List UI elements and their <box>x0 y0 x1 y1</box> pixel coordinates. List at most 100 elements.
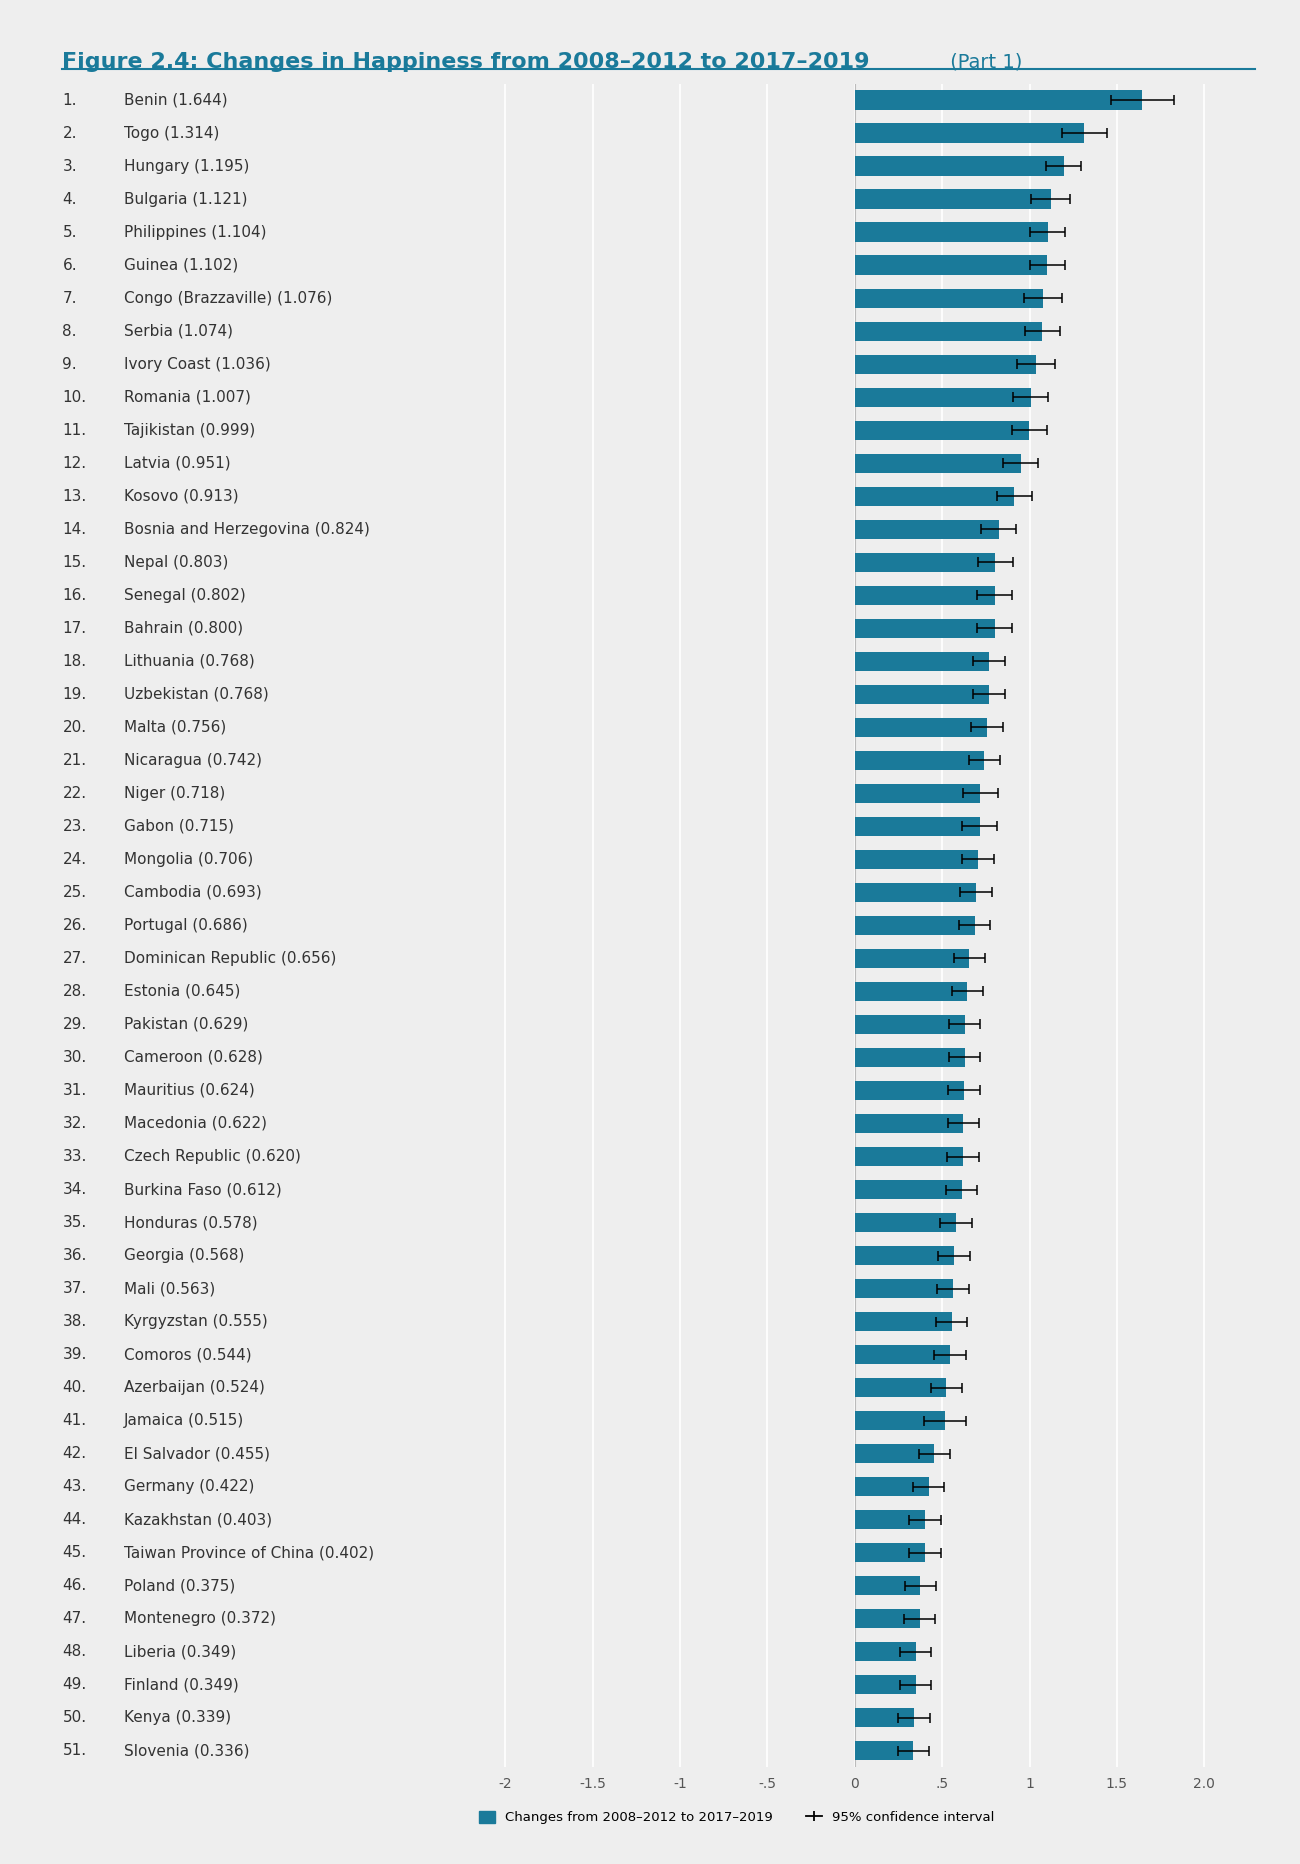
Bar <box>855 1279 953 1299</box>
Bar <box>855 388 1031 408</box>
Text: Honduras (0.578): Honduras (0.578) <box>124 1215 257 1230</box>
Text: 44.: 44. <box>62 1512 87 1527</box>
Bar <box>855 321 1043 341</box>
Bar <box>855 453 1021 473</box>
Text: 34.: 34. <box>62 1182 87 1197</box>
Bar <box>855 1674 915 1694</box>
Bar <box>855 1476 928 1497</box>
Bar <box>855 783 980 803</box>
Text: Figure 2.4: Changes in Happiness from 2008–2012 to 2017–2019: Figure 2.4: Changes in Happiness from 20… <box>62 52 870 73</box>
Bar <box>855 1707 914 1728</box>
Bar <box>855 1213 956 1232</box>
Bar <box>855 816 980 837</box>
Text: 22.: 22. <box>62 787 87 802</box>
Bar <box>855 91 1143 110</box>
Text: 25.: 25. <box>62 885 87 900</box>
Bar <box>855 1443 935 1463</box>
Text: Congo (Brazzaville) (1.076): Congo (Brazzaville) (1.076) <box>124 291 332 306</box>
Bar <box>855 222 1048 242</box>
Text: Pakistan (0.629): Pakistan (0.629) <box>124 1018 248 1033</box>
Bar <box>855 718 987 738</box>
Text: Kosovo (0.913): Kosovo (0.913) <box>124 488 238 503</box>
Text: Comoros (0.544): Comoros (0.544) <box>124 1348 251 1363</box>
Text: Serbia (1.074): Serbia (1.074) <box>124 324 233 339</box>
Text: 46.: 46. <box>62 1579 87 1594</box>
Text: Togo (1.314): Togo (1.314) <box>124 127 218 142</box>
Text: Georgia (0.568): Georgia (0.568) <box>124 1249 244 1264</box>
Text: Slovenia (0.336): Slovenia (0.336) <box>124 1743 250 1758</box>
Bar <box>855 1312 952 1331</box>
Bar <box>855 1377 946 1398</box>
Text: 47.: 47. <box>62 1610 87 1625</box>
Text: 7.: 7. <box>62 291 77 306</box>
Text: Bahrain (0.800): Bahrain (0.800) <box>124 621 243 636</box>
Text: Taiwan Province of China (0.402): Taiwan Province of China (0.402) <box>124 1545 373 1560</box>
Bar <box>855 1081 963 1100</box>
Bar <box>855 354 1036 375</box>
Text: Uzbekistan (0.768): Uzbekistan (0.768) <box>124 688 268 703</box>
Text: 51.: 51. <box>62 1743 87 1758</box>
Bar <box>855 289 1043 308</box>
Text: 3.: 3. <box>62 158 77 173</box>
Text: Kazakhstan (0.403): Kazakhstan (0.403) <box>124 1512 272 1527</box>
Text: Ivory Coast (1.036): Ivory Coast (1.036) <box>124 356 270 373</box>
Text: 24.: 24. <box>62 852 87 867</box>
Text: Lithuania (0.768): Lithuania (0.768) <box>124 654 255 669</box>
Text: 42.: 42. <box>62 1446 87 1461</box>
Text: Portugal (0.686): Portugal (0.686) <box>124 917 247 934</box>
Text: 33.: 33. <box>62 1148 87 1163</box>
Text: Philippines (1.104): Philippines (1.104) <box>124 226 266 240</box>
Text: 27.: 27. <box>62 951 87 966</box>
Text: Jamaica (0.515): Jamaica (0.515) <box>124 1413 244 1428</box>
Text: 50.: 50. <box>62 1709 87 1724</box>
Text: 49.: 49. <box>62 1678 87 1693</box>
Bar <box>855 1180 962 1199</box>
Text: 12.: 12. <box>62 457 87 472</box>
Text: Germany (0.422): Germany (0.422) <box>124 1478 254 1495</box>
Text: Latvia (0.951): Latvia (0.951) <box>124 457 230 472</box>
Bar <box>855 1510 926 1530</box>
Text: Mongolia (0.706): Mongolia (0.706) <box>124 852 252 867</box>
Text: Macedonia (0.622): Macedonia (0.622) <box>124 1117 266 1131</box>
Text: Kyrgyzstan (0.555): Kyrgyzstan (0.555) <box>124 1314 268 1329</box>
Text: 14.: 14. <box>62 522 87 537</box>
Text: 28.: 28. <box>62 984 87 999</box>
Text: 45.: 45. <box>62 1545 87 1560</box>
Text: 32.: 32. <box>62 1117 87 1131</box>
Text: 20.: 20. <box>62 720 87 734</box>
Text: Poland (0.375): Poland (0.375) <box>124 1579 235 1594</box>
Bar <box>855 652 989 671</box>
Text: 9.: 9. <box>62 356 77 373</box>
Text: Tajikistan (0.999): Tajikistan (0.999) <box>124 423 255 438</box>
Text: Malta (0.756): Malta (0.756) <box>124 720 226 734</box>
Text: Romania (1.007): Romania (1.007) <box>124 390 251 404</box>
Text: 21.: 21. <box>62 753 87 768</box>
Bar <box>855 1543 926 1562</box>
Text: 4.: 4. <box>62 192 77 207</box>
Bar <box>855 1741 914 1760</box>
Bar <box>855 1146 963 1167</box>
Bar <box>855 949 970 969</box>
Text: 23.: 23. <box>62 818 87 833</box>
Bar <box>855 585 994 606</box>
Text: 15.: 15. <box>62 555 87 570</box>
Text: Niger (0.718): Niger (0.718) <box>124 787 225 802</box>
Text: Kenya (0.339): Kenya (0.339) <box>124 1709 230 1724</box>
Text: Mauritius (0.624): Mauritius (0.624) <box>124 1083 255 1098</box>
Text: Mali (0.563): Mali (0.563) <box>124 1281 214 1295</box>
Text: 13.: 13. <box>62 488 87 503</box>
Bar <box>855 487 1014 507</box>
Bar <box>855 520 998 539</box>
Bar <box>855 1245 954 1266</box>
Text: 18.: 18. <box>62 654 87 669</box>
Text: Guinea (1.102): Guinea (1.102) <box>124 257 238 272</box>
Text: Liberia (0.349): Liberia (0.349) <box>124 1644 235 1659</box>
Bar <box>855 619 994 637</box>
Bar <box>855 421 1030 440</box>
Bar <box>855 255 1048 276</box>
Text: Czech Republic (0.620): Czech Republic (0.620) <box>124 1148 300 1163</box>
Bar <box>855 1344 950 1364</box>
Bar <box>855 1575 920 1596</box>
Text: (Part 1): (Part 1) <box>944 52 1022 71</box>
Text: Finland (0.349): Finland (0.349) <box>124 1678 238 1693</box>
